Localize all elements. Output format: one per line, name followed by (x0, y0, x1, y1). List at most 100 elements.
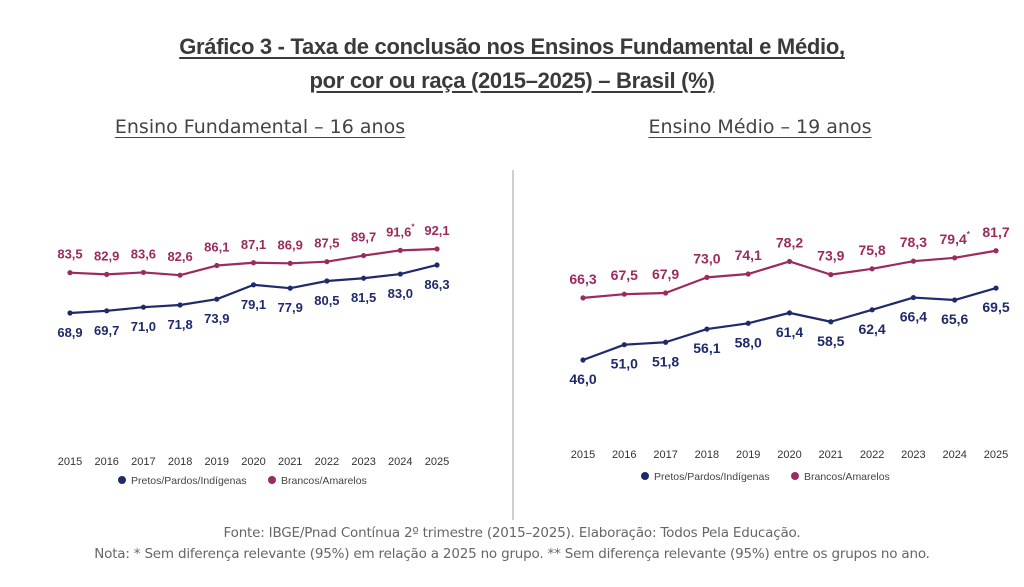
data-label-pretos-fundamental: 71,0 (131, 319, 156, 334)
significance-asterisk: * (411, 222, 415, 231)
data-point-brancos-fundamental (104, 271, 110, 277)
data-point-pretos-fundamental (287, 285, 293, 291)
data-label-brancos-medio: 66,3 (569, 271, 596, 287)
data-point-pretos-medio (910, 294, 917, 301)
x-tick-label-fundamental: 2024 (388, 456, 412, 468)
data-label-pretos-fundamental: 69,7 (94, 323, 119, 338)
x-tick-label-fundamental: 2016 (94, 456, 118, 468)
data-label-brancos-medio: 79,4* (940, 230, 971, 247)
data-label-brancos-fundamental: 89,7 (351, 230, 376, 245)
data-point-brancos-medio (580, 295, 586, 301)
data-point-pretos-medio (786, 310, 793, 316)
data-point-brancos-fundamental (177, 272, 183, 278)
x-tick-label-medio: 2023 (901, 449, 925, 461)
data-label-brancos-medio: 67,5 (611, 267, 638, 283)
x-tick-label-medio: 2017 (653, 449, 677, 461)
x-tick-label-medio: 2018 (695, 449, 719, 461)
data-label-pretos-medio: 46,0 (569, 371, 596, 387)
data-point-pretos-fundamental (397, 271, 403, 277)
data-label-brancos-fundamental: 82,6 (167, 249, 192, 264)
x-tick-label-medio: 2024 (942, 449, 966, 461)
data-point-brancos-fundamental (287, 260, 293, 266)
significance-asterisk: * (967, 230, 971, 239)
legend-label-pretos: Pretos/Pardos/Indígenas (654, 471, 770, 483)
x-tick-label-fundamental: 2015 (58, 456, 82, 468)
data-point-brancos-medio (869, 266, 875, 272)
subtitle-fundamental: Ensino Fundamental – 16 anos (114, 116, 406, 138)
legend-label-brancos: Brancos/Amarelos (281, 475, 367, 487)
chart-title-line-1: Gráfico 3 - Taxa de conclusão nos Ensino… (179, 34, 845, 59)
x-tick-label-fundamental: 2021 (278, 456, 302, 468)
series-line-brancos-medio (582, 249, 997, 299)
data-label-pretos-fundamental: 80,5 (314, 293, 339, 308)
data-label-pretos-fundamental: 68,9 (57, 325, 82, 340)
data-point-brancos-medio (621, 291, 627, 297)
data-label-pretos-fundamental: 79,1 (241, 297, 266, 312)
x-tick-label-fundamental: 2020 (241, 456, 265, 468)
x-tick-label-medio: 2020 (777, 449, 801, 461)
data-point-brancos-medio (786, 258, 793, 265)
data-point-brancos-fundamental (67, 270, 73, 276)
x-tick-label-fundamental: 2025 (425, 456, 449, 468)
data-point-pretos-fundamental (177, 302, 183, 308)
x-tick-label-fundamental: 2017 (131, 456, 155, 468)
data-label-pretos-fundamental: 83,0 (388, 286, 413, 301)
data-point-pretos-fundamental (361, 275, 367, 281)
data-label-brancos-medio: 67,9 (652, 266, 679, 282)
data-label-pretos-medio: 56,1 (693, 340, 720, 356)
data-point-brancos-medio (993, 248, 999, 254)
x-tick-label-medio: 2016 (612, 449, 636, 461)
data-label-pretos-medio: 69,5 (982, 299, 1009, 315)
legend-marker-pretos (641, 472, 649, 480)
data-point-brancos-medio (910, 258, 917, 264)
data-point-brancos-fundamental (397, 247, 403, 253)
data-label-pretos-fundamental: 73,9 (204, 311, 229, 326)
data-point-pretos-medio (745, 320, 751, 326)
data-point-pretos-medio (952, 297, 958, 303)
data-label-brancos-medio: 73,9 (817, 248, 844, 264)
data-point-brancos-medio (828, 272, 834, 278)
legend-marker-pretos (118, 476, 126, 484)
data-point-pretos-medio (993, 285, 999, 291)
data-point-pretos-fundamental (67, 310, 73, 316)
panel-divider (512, 170, 514, 520)
data-point-pretos-fundamental (104, 308, 110, 314)
data-point-pretos-fundamental (140, 304, 146, 310)
data-label-pretos-medio: 58,5 (817, 333, 844, 349)
data-label-pretos-fundamental: 77,9 (278, 300, 303, 315)
data-point-pretos-fundamental (214, 296, 220, 302)
x-tick-label-medio: 2025 (984, 449, 1008, 461)
legend-label-pretos: Pretos/Pardos/Indígenas (131, 475, 247, 487)
data-label-pretos-medio: 61,4 (776, 324, 803, 340)
x-tick-label-medio: 2022 (860, 449, 884, 461)
data-point-pretos-medio (580, 357, 586, 363)
legend-label-brancos: Brancos/Amarelos (804, 471, 890, 483)
x-tick-label-fundamental: 2019 (205, 456, 229, 468)
data-label-brancos-fundamental: 87,1 (241, 237, 266, 252)
x-tick-label-fundamental: 2022 (315, 456, 339, 468)
legend-marker-brancos (791, 472, 799, 480)
data-label-brancos-medio: 73,0 (693, 250, 720, 266)
footer-source: Fonte: IBGE/Pnad Contínua 2º trimestre (… (223, 525, 801, 541)
data-point-brancos-medio (704, 274, 710, 280)
data-label-pretos-medio: 51,0 (611, 356, 638, 372)
footer-note: Nota: * Sem diferença relevante (95%) em… (94, 546, 930, 562)
x-tick-label-medio: 2019 (736, 449, 760, 461)
data-label-pretos-medio: 62,4 (858, 321, 885, 337)
x-tick-label-medio: 2021 (819, 449, 843, 461)
data-point-pretos-medio (621, 342, 627, 348)
data-point-pretos-fundamental (324, 278, 330, 284)
data-label-brancos-medio: 74,1 (735, 247, 762, 263)
data-label-brancos-medio: 78,3 (900, 234, 927, 250)
data-point-pretos-fundamental (250, 282, 257, 288)
data-label-pretos-fundamental: 86,3 (424, 277, 449, 292)
data-point-brancos-fundamental (324, 259, 330, 265)
data-label-brancos-medio: 81,7 (982, 224, 1009, 240)
data-label-pretos-medio: 51,8 (652, 353, 679, 369)
data-label-brancos-fundamental: 86,9 (278, 237, 303, 252)
x-tick-label-fundamental: 2023 (351, 456, 375, 468)
data-label-pretos-medio: 66,4 (900, 309, 927, 325)
data-label-brancos-fundamental: 87,5 (314, 236, 339, 251)
data-label-brancos-fundamental: 82,9 (94, 248, 119, 263)
